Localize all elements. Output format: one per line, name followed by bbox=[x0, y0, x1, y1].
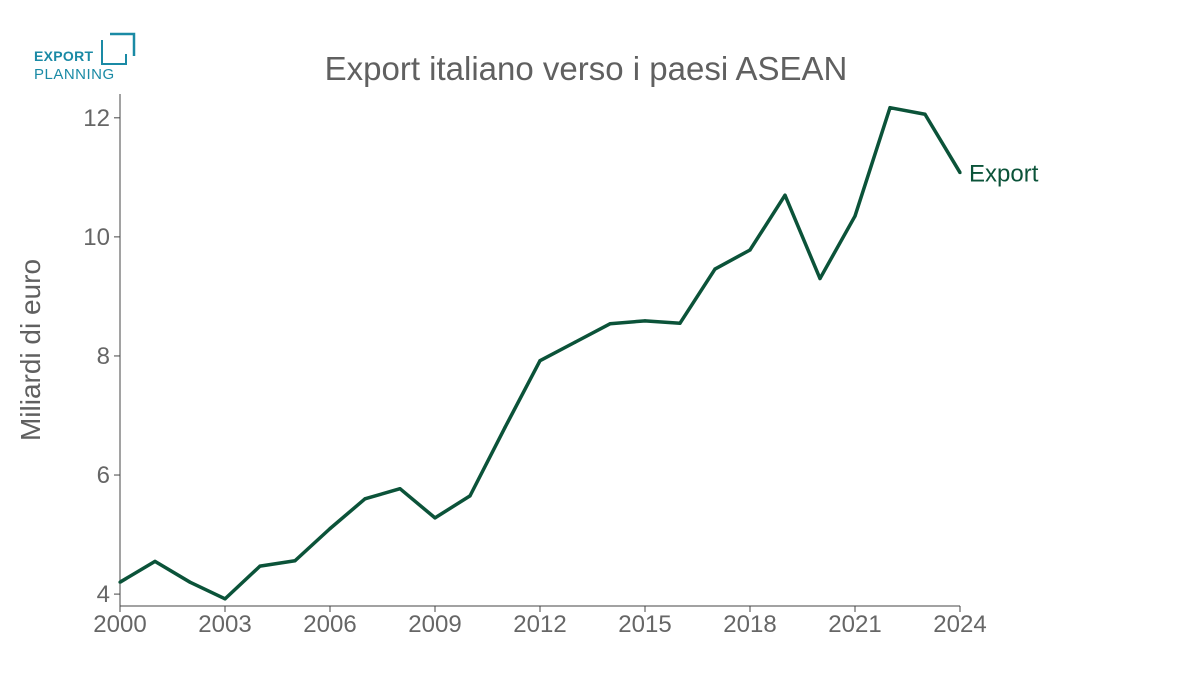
data-point bbox=[328, 527, 332, 531]
data-point bbox=[503, 425, 507, 429]
series-line-export bbox=[119, 105, 962, 601]
data-point bbox=[258, 564, 262, 568]
series-layer: Export bbox=[118, 105, 1039, 601]
data-point bbox=[573, 340, 577, 344]
data-point bbox=[923, 112, 927, 116]
logo-text-planning: PLANNING bbox=[34, 66, 115, 83]
data-point bbox=[363, 497, 367, 501]
data-point bbox=[188, 580, 192, 584]
x-tick-label: 2024 bbox=[933, 611, 986, 638]
data-point bbox=[748, 248, 752, 252]
data-point bbox=[538, 359, 542, 363]
data-point bbox=[783, 193, 787, 197]
x-tick-label: 2018 bbox=[723, 611, 776, 638]
data-point bbox=[958, 170, 962, 175]
data-point bbox=[818, 276, 822, 281]
data-point bbox=[468, 494, 472, 498]
data-point bbox=[713, 267, 717, 271]
chart-title: Export italiano verso i paesi ASEAN bbox=[324, 50, 848, 87]
y-tick-label: 10 bbox=[83, 224, 110, 251]
x-tick-label: 2003 bbox=[198, 611, 251, 638]
data-point bbox=[853, 214, 857, 218]
x-tick-label: 2021 bbox=[828, 611, 881, 638]
y-tick-label: 6 bbox=[97, 462, 110, 489]
data-point bbox=[643, 319, 647, 323]
x-tick-label: 2015 bbox=[618, 611, 671, 638]
data-point bbox=[398, 487, 402, 491]
logo-text-export: EXPORT bbox=[34, 48, 94, 64]
y-tick-label: 12 bbox=[83, 105, 110, 132]
data-point bbox=[433, 516, 437, 520]
logo-squares-icon bbox=[101, 32, 136, 65]
axes: 4 6 8 10 12 2000 2003 2006 2009 2012 2015 2018 2021 2… bbox=[83, 94, 987, 638]
data-point bbox=[223, 597, 227, 601]
y-tick-label: 8 bbox=[97, 343, 110, 370]
data-point bbox=[608, 322, 612, 326]
x-tick-label: 2012 bbox=[513, 611, 566, 638]
data-point bbox=[293, 559, 297, 563]
y-tick-label: 4 bbox=[97, 581, 110, 608]
brand-logo: EXPORT PLANNING bbox=[34, 30, 144, 86]
x-tick-label: 2009 bbox=[408, 611, 461, 638]
data-point bbox=[118, 580, 122, 584]
x-tick-label: 2006 bbox=[303, 611, 356, 638]
series-label-export: Export bbox=[969, 161, 1039, 188]
data-point bbox=[888, 106, 892, 110]
data-point bbox=[678, 321, 682, 325]
x-tick-label: 2000 bbox=[93, 611, 146, 638]
data-point bbox=[153, 559, 157, 563]
